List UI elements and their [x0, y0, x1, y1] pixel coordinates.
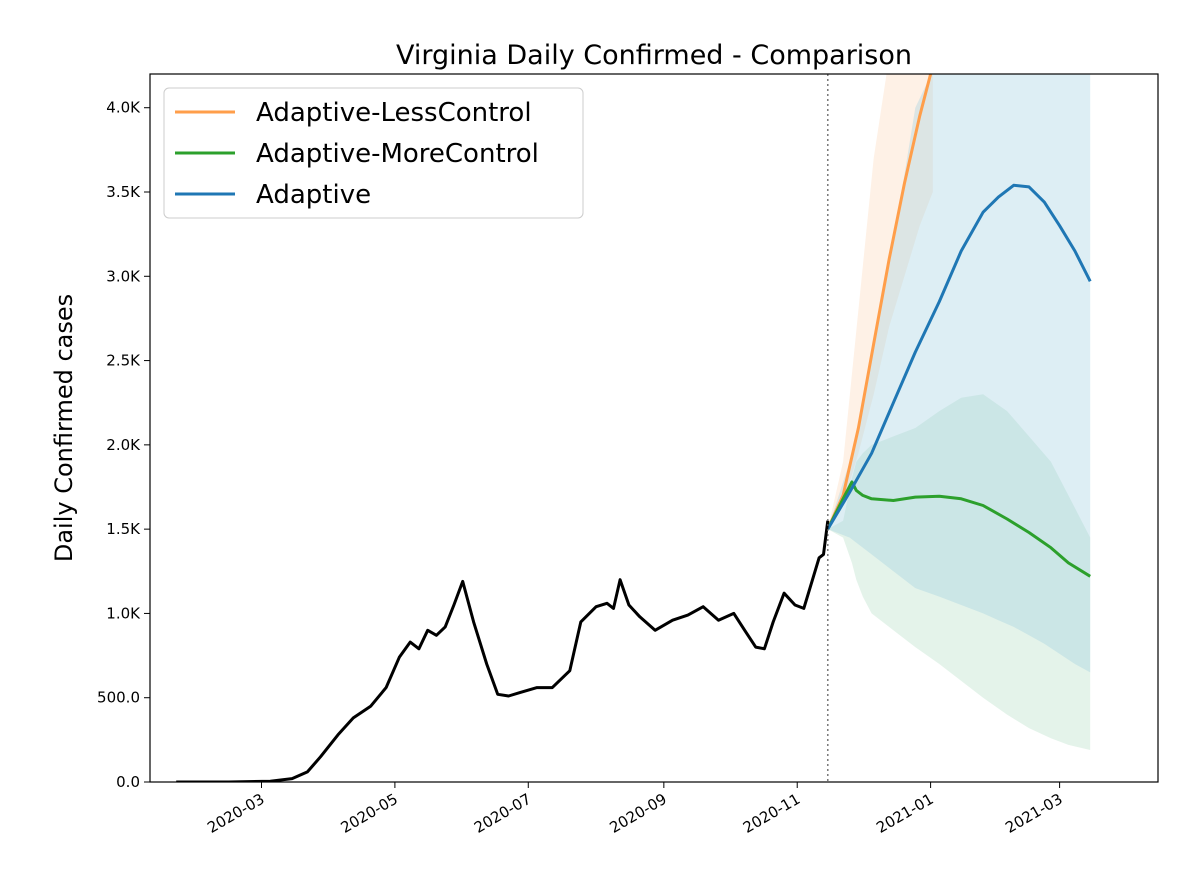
line-adaptive-lesscontrol — [826, 74, 933, 530]
y-axis-label: Daily Confirmed cases — [50, 294, 78, 562]
y-tick-label: 1.0K — [106, 604, 141, 622]
band-adaptive — [827, 74, 1091, 673]
y-tick-label: 2.5K — [106, 352, 141, 370]
band-adaptive-morecontrol — [827, 394, 1091, 750]
legend-label: Adaptive-MoreControl — [256, 139, 539, 169]
y-tick-label: 3.0K — [106, 267, 141, 285]
observed-series — [176, 520, 830, 782]
y-tick-label: 2.0K — [106, 436, 141, 454]
legend-box — [163, 87, 584, 219]
y-axis: 0.0 500.0 1.0K 1.5K 2.0K 2.5K 3.0K 3.5K 4.0K — [97, 99, 150, 791]
observed-line — [176, 520, 830, 782]
plot-frame — [149, 73, 1159, 783]
y-tick-label: 0.0 — [116, 773, 140, 791]
legend: Adaptive-LessControl Adaptive-MoreControl… — [163, 87, 584, 219]
legend-label: Adaptive — [256, 180, 371, 210]
chart-title: Virginia Daily Confirmed - Comparison — [396, 40, 912, 71]
y-tick-label: 4.0K — [106, 99, 141, 117]
legend-label: Adaptive-LessControl — [256, 98, 532, 128]
series-lines — [826, 74, 1092, 578]
line-adaptive — [826, 183, 1092, 530]
y-tick-label: 1.5K — [106, 520, 141, 538]
y-tick-label: 3.5K — [106, 183, 141, 201]
y-tick-label: 500.0 — [97, 689, 140, 707]
